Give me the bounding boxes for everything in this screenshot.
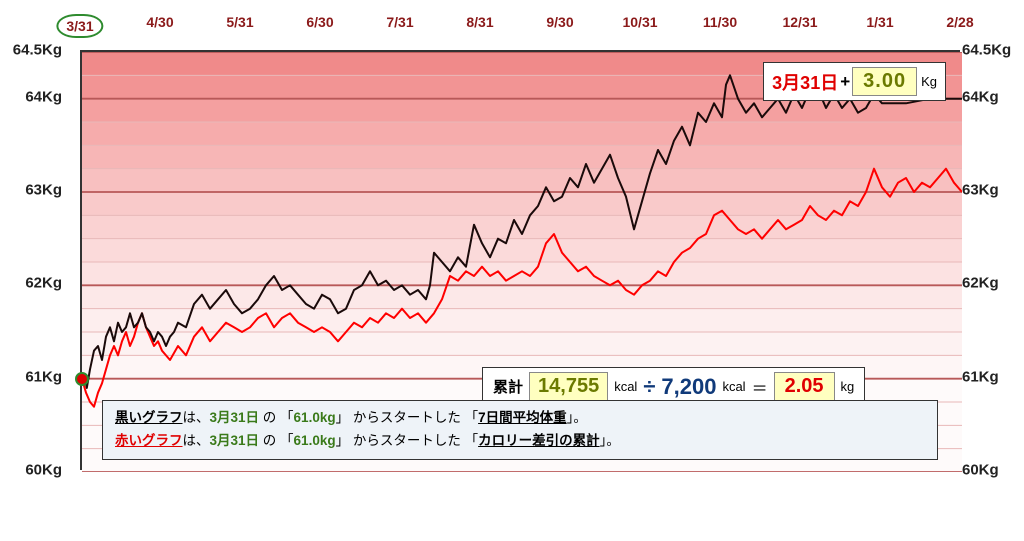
x-axis: 3/314/305/316/307/318/319/3010/3111/3012… [0,14,1024,44]
y-tick-r-64.5: 64.5Kg [962,42,1011,59]
info-top-plus: + [840,72,850,92]
info-mid-total-kcal: 14,755 [529,372,608,401]
y-tick-l-64: 64Kg [25,88,62,105]
y-tick-r-63: 63Kg [962,182,999,199]
y-tick-r-62: 62Kg [962,275,999,292]
x-tick-8-31: 8/31 [466,14,493,30]
x-tick-11-30: 11/30 [703,14,737,30]
plot-area: 3月31日 + 3.00 Kg 累計 14,755 kcal ÷ 7,200 kc… [80,50,960,470]
info-box-top: 3月31日 + 3.00 Kg [763,62,946,101]
y-tick-l-62: 62Kg [25,275,62,292]
x-tick-1-31: 1/31 [866,14,893,30]
info-mid-result: 2.05 [774,372,835,401]
info-mid-u3: kg [841,379,855,394]
legend-black-head: 黒いグラフ [115,410,183,425]
x-tick-5-31: 5/31 [226,14,253,30]
x-tick-12-31: 12/31 [782,14,817,30]
chart-container: 3/314/305/316/307/318/319/3010/3111/3012… [0,0,1024,541]
info-mid-eq: ＝ [752,375,768,399]
legend-red-head: 赤いグラフ [115,433,183,448]
x-tick-6-30: 6/30 [306,14,333,30]
info-mid-u2: kcal [722,379,745,394]
y-axis-left: 60Kg 61Kg 62Kg 63Kg 64Kg 64.5Kg [0,0,70,541]
y-tick-l-63: 63Kg [25,182,62,199]
info-top-unit: Kg [921,74,937,89]
y-tick-r-61: 61Kg [962,368,999,385]
info-top-value: 3.00 [852,67,917,96]
legend-line-black: 黒いグラフは、3月31日 の 「61.0kg」 からスタートした 「7日間平均体… [115,407,925,430]
start-marker-icon [75,372,89,386]
x-tick-9-30: 9/30 [546,14,573,30]
info-mid-per-kg: 7,200 [661,374,716,400]
y-axis-right: 60Kg 61Kg 62Kg 63Kg 64Kg 64.5Kg [954,0,1024,541]
y-tick-r-64: 64Kg [962,88,999,105]
y-tick-l-60: 60Kg [25,462,62,479]
info-mid-div: ÷ [643,374,655,400]
info-mid-u1: kcal [614,379,637,394]
y-tick-r-60: 60Kg [962,462,999,479]
legend-box: 黒いグラフは、3月31日 の 「61.0kg」 からスタートした 「7日間平均体… [102,400,938,460]
x-tick-7-31: 7/31 [386,14,413,30]
x-tick-4-30: 4/30 [146,14,173,30]
x-tick-10-31: 10/31 [622,14,657,30]
info-top-date: 3月31日 [772,69,838,95]
info-mid-label: 累計 [493,376,523,397]
y-tick-l-61: 61Kg [25,368,62,385]
y-tick-l-64.5: 64.5Kg [13,42,62,59]
legend-line-red: 赤いグラフは、3月31日 の 「61.0kg」 からスタートした 「カロリー差引… [115,430,925,453]
